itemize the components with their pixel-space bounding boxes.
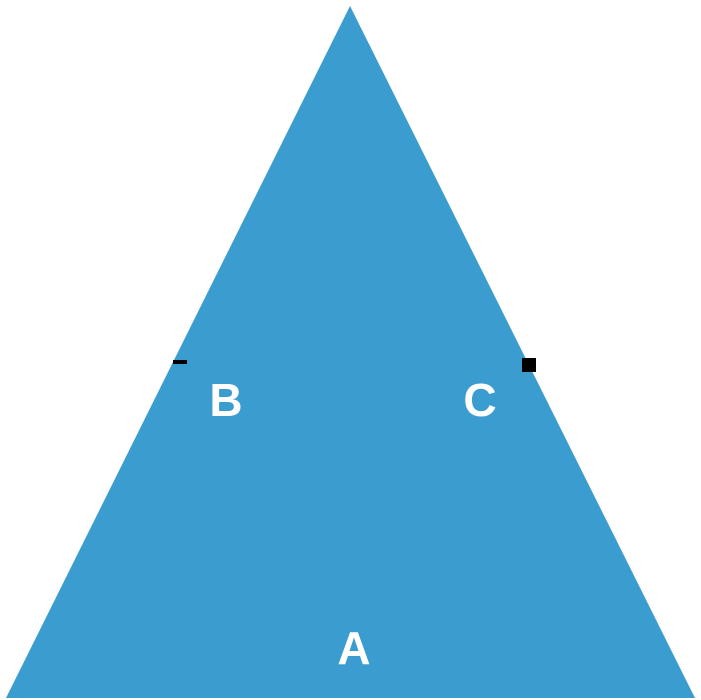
accent-mark [173, 360, 187, 364]
triangle-diagram: B C A [0, 0, 701, 700]
triangle-shape [0, 0, 701, 700]
triangle-polygon [6, 6, 695, 698]
accent-mark [522, 358, 536, 372]
label-A: A [337, 625, 370, 671]
label-B: B [209, 377, 242, 423]
label-C: C [463, 377, 496, 423]
